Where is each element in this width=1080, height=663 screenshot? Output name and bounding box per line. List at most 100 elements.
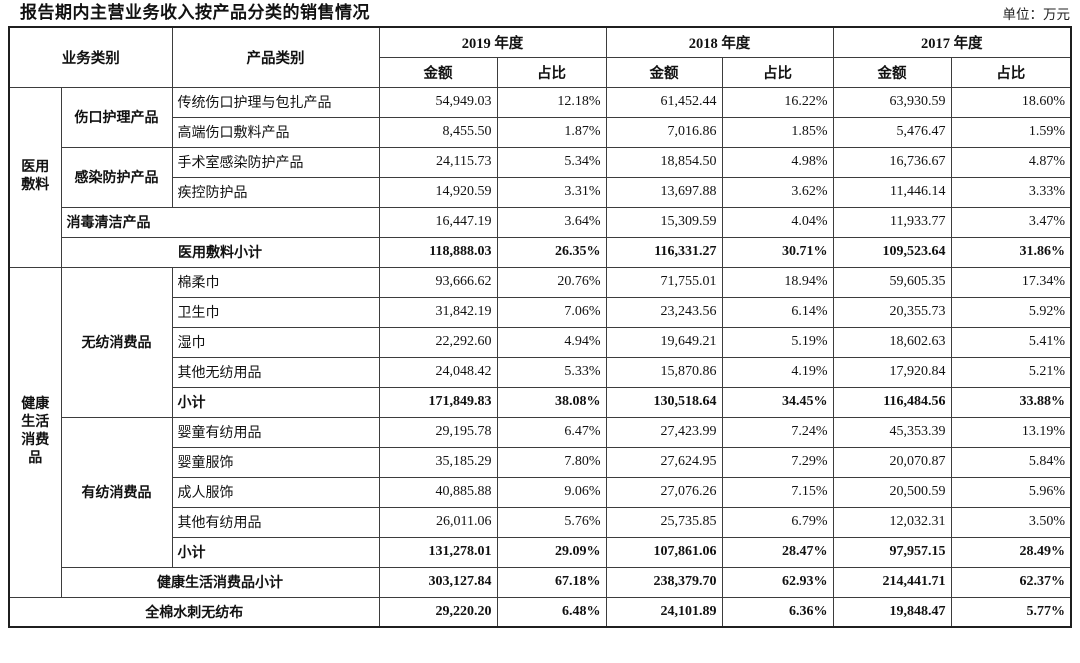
ratio-cell: 12.18% [496, 86, 607, 118]
ratio-cell: 7.15% [721, 476, 834, 508]
amount-cell: 8,455.50 [378, 116, 498, 148]
ratio-cell: 28.47% [721, 536, 834, 568]
amount-cell: 12,032.31 [832, 506, 952, 538]
amount-cell: 118,888.03 [378, 236, 498, 268]
header-ratio-2017: 占比 [950, 56, 1072, 88]
table-row: 医用敷料 伤口护理产品 传统伤口护理与包扎产品 54,949.03 12.18%… [8, 86, 1072, 268]
header-year-2018: 2018 年度 [605, 26, 834, 58]
total-label-spunlace: 全棉水刺无纺布 [8, 596, 380, 628]
header-amount-2017: 金额 [832, 56, 952, 88]
ratio-cell: 7.24% [721, 416, 834, 448]
amount-cell: 131,278.01 [378, 536, 498, 568]
product-cell: 成人服饰 [171, 476, 380, 508]
subtotal-row-health: 健康生活消费品小计 303,127.84 67.18% 238,379.70 6… [9, 566, 1072, 598]
table-row: 健康生活消费品 无纺消费品 棉柔巾 93,666.62 20.76% 71,75… [8, 266, 1072, 598]
ratio-cell: 5.76% [496, 506, 607, 538]
header-amount-2019: 金额 [378, 56, 498, 88]
amount-cell: 31,842.19 [378, 296, 498, 328]
table-row: 高端伤口敷料产品 8,455.50 1.87% 7,016.86 1.85% 5… [9, 116, 1072, 148]
unit-label: 单位：万元 [1002, 7, 1071, 22]
ratio-cell: 6.48% [496, 596, 607, 628]
amount-cell: 20,355.73 [832, 296, 952, 328]
ratio-cell: 7.80% [496, 446, 607, 478]
product-cell: 高端伤口敷料产品 [171, 116, 380, 148]
ratio-cell: 5.19% [721, 326, 834, 358]
ratio-cell: 38.08% [496, 386, 607, 418]
ratio-cell: 28.49% [950, 536, 1072, 568]
ratio-cell: 6.47% [496, 416, 607, 448]
amount-cell: 214,441.71 [832, 566, 952, 598]
product-cell: 传统伤口护理与包扎产品 [171, 86, 380, 118]
ratio-cell: 5.77% [950, 596, 1072, 628]
amount-cell: 16,447.19 [378, 206, 498, 238]
ratio-cell: 3.33% [950, 176, 1072, 208]
amount-cell: 109,523.64 [832, 236, 952, 268]
amount-cell: 238,379.70 [605, 566, 723, 598]
amount-cell: 7,016.86 [605, 116, 723, 148]
product-cell: 湿巾 [171, 326, 380, 358]
header-business-category: 业务类别 [8, 26, 173, 88]
ratio-cell: 7.29% [721, 446, 834, 478]
subtotal-row-medical: 医用敷料小计 118,888.03 26.35% 116,331.27 30.7… [9, 236, 1072, 268]
table-row: 成人服饰 40,885.88 9.06% 27,076.26 7.15% 20,… [9, 476, 1072, 508]
amount-cell: 15,309.59 [605, 206, 723, 238]
amount-cell: 16,736.67 [832, 146, 952, 178]
table-row: 其他有纺用品 26,011.06 5.76% 25,735.85 6.79% 1… [9, 506, 1072, 538]
amount-cell: 27,624.95 [605, 446, 723, 478]
sub-group-nonwoven: 无纺消费品 [60, 266, 173, 418]
ratio-cell: 29.09% [496, 536, 607, 568]
ratio-cell: 5.33% [496, 356, 607, 388]
ratio-cell: 4.19% [721, 356, 834, 388]
amount-cell: 35,185.29 [378, 446, 498, 478]
table-row: 有纺消费品 婴童有纺用品 29,195.78 6.47% 27,423.99 7… [9, 416, 1072, 568]
ratio-cell: 3.50% [950, 506, 1072, 538]
subtotal-label-woven: 小计 [171, 536, 380, 568]
amount-cell: 29,220.20 [378, 596, 498, 628]
product-cell: 手术室感染防护产品 [171, 146, 380, 178]
ratio-cell: 67.18% [496, 566, 607, 598]
title-bar: 报告期内主营业务收入按产品分类的销售情况 单位：万元 [0, 0, 1080, 26]
ratio-cell: 33.88% [950, 386, 1072, 418]
amount-cell: 45,353.39 [832, 416, 952, 448]
amount-cell: 59,605.35 [832, 266, 952, 298]
header-row-years: 业务类别 产品类别 2019 年度 2018 年度 2017 年度 [8, 26, 1072, 88]
amount-cell: 15,870.86 [605, 356, 723, 388]
table-row: 其他无纺用品 24,048.42 5.33% 15,870.86 4.19% 1… [9, 356, 1072, 388]
ratio-cell: 62.93% [721, 566, 834, 598]
ratio-cell: 7.06% [496, 296, 607, 328]
ratio-cell: 18.60% [950, 86, 1072, 118]
business-group-health: 健康生活消费品 [8, 266, 62, 598]
product-cell: 婴童有纺用品 [171, 416, 380, 448]
ratio-cell: 62.37% [950, 566, 1072, 598]
amount-cell: 23,243.56 [605, 296, 723, 328]
ratio-cell: 4.94% [496, 326, 607, 358]
amount-cell: 17,920.84 [832, 356, 952, 388]
sub-group-disinfect-clean: 消毒清洁产品 [60, 206, 380, 238]
ratio-cell: 3.47% [950, 206, 1072, 238]
table-row: 感染防护产品 手术室感染防护产品 24,115.73 5.34% 18,854.… [9, 146, 1072, 208]
amount-cell: 93,666.62 [378, 266, 498, 298]
ratio-cell: 34.45% [721, 386, 834, 418]
amount-cell: 24,115.73 [378, 146, 498, 178]
amount-cell: 5,476.47 [832, 116, 952, 148]
amount-cell: 13,697.88 [605, 176, 723, 208]
sub-group-infection-protection: 感染防护产品 [60, 146, 173, 208]
amount-cell: 14,920.59 [378, 176, 498, 208]
subtotal-label-nonwoven: 小计 [171, 386, 380, 418]
table-row: 婴童服饰 35,185.29 7.80% 27,624.95 7.29% 20,… [9, 446, 1072, 478]
ratio-cell: 5.21% [950, 356, 1072, 388]
table-row: 湿巾 22,292.60 4.94% 19,649.21 5.19% 18,60… [9, 326, 1072, 358]
ratio-cell: 5.34% [496, 146, 607, 178]
sub-group-woven: 有纺消费品 [60, 416, 173, 568]
amount-cell: 27,076.26 [605, 476, 723, 508]
product-cell: 其他无纺用品 [171, 356, 380, 388]
amount-cell: 116,484.56 [832, 386, 952, 418]
amount-cell: 19,848.47 [832, 596, 952, 628]
ratio-cell: 4.04% [721, 206, 834, 238]
amount-cell: 25,735.85 [605, 506, 723, 538]
amount-cell: 29,195.78 [378, 416, 498, 448]
amount-cell: 107,861.06 [605, 536, 723, 568]
table-row: 消毒清洁产品 16,447.19 3.64% 15,309.59 4.04% 1… [9, 206, 1072, 238]
sub-group-wound-care: 伤口护理产品 [60, 86, 173, 148]
